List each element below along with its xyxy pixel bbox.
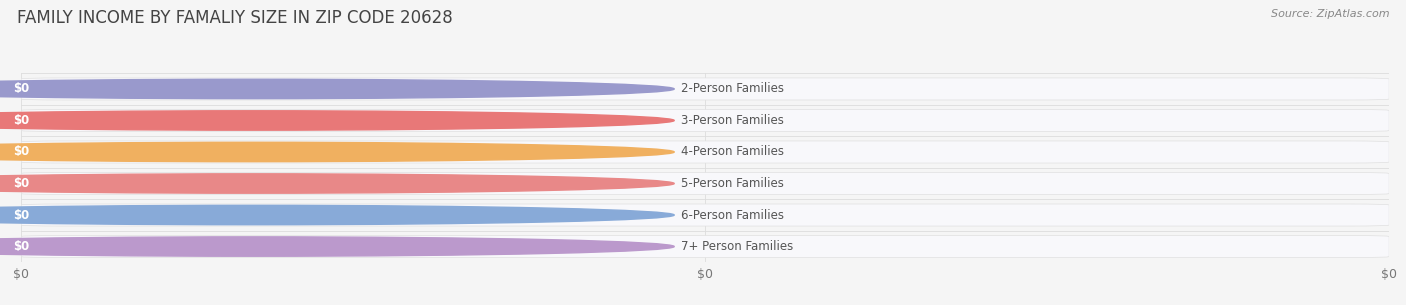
Circle shape: [0, 237, 675, 256]
FancyBboxPatch shape: [21, 109, 1389, 131]
Text: 2-Person Families: 2-Person Families: [681, 82, 785, 95]
FancyBboxPatch shape: [0, 81, 56, 96]
FancyBboxPatch shape: [0, 207, 56, 223]
FancyBboxPatch shape: [21, 78, 1389, 100]
Circle shape: [0, 111, 675, 130]
FancyBboxPatch shape: [0, 239, 56, 254]
Text: $0: $0: [13, 114, 30, 127]
Circle shape: [0, 79, 675, 99]
Text: 6-Person Families: 6-Person Families: [681, 209, 785, 221]
Text: 7+ Person Families: 7+ Person Families: [681, 240, 793, 253]
FancyBboxPatch shape: [21, 204, 1389, 226]
Text: $0: $0: [13, 177, 30, 190]
Text: 4-Person Families: 4-Person Families: [681, 145, 785, 159]
Text: Source: ZipAtlas.com: Source: ZipAtlas.com: [1271, 9, 1389, 19]
Text: 5-Person Families: 5-Person Families: [681, 177, 785, 190]
FancyBboxPatch shape: [21, 141, 1389, 163]
Text: FAMILY INCOME BY FAMALIY SIZE IN ZIP CODE 20628: FAMILY INCOME BY FAMALIY SIZE IN ZIP COD…: [17, 9, 453, 27]
Text: $0: $0: [13, 82, 30, 95]
Text: $0: $0: [13, 240, 30, 253]
FancyBboxPatch shape: [21, 235, 1389, 257]
FancyBboxPatch shape: [0, 176, 56, 191]
Circle shape: [0, 174, 675, 193]
FancyBboxPatch shape: [0, 113, 56, 128]
Circle shape: [0, 142, 675, 162]
Circle shape: [0, 205, 675, 225]
Text: 3-Person Families: 3-Person Families: [681, 114, 785, 127]
Text: $0: $0: [13, 209, 30, 221]
Text: $0: $0: [13, 145, 30, 159]
FancyBboxPatch shape: [21, 172, 1389, 195]
FancyBboxPatch shape: [0, 145, 56, 160]
